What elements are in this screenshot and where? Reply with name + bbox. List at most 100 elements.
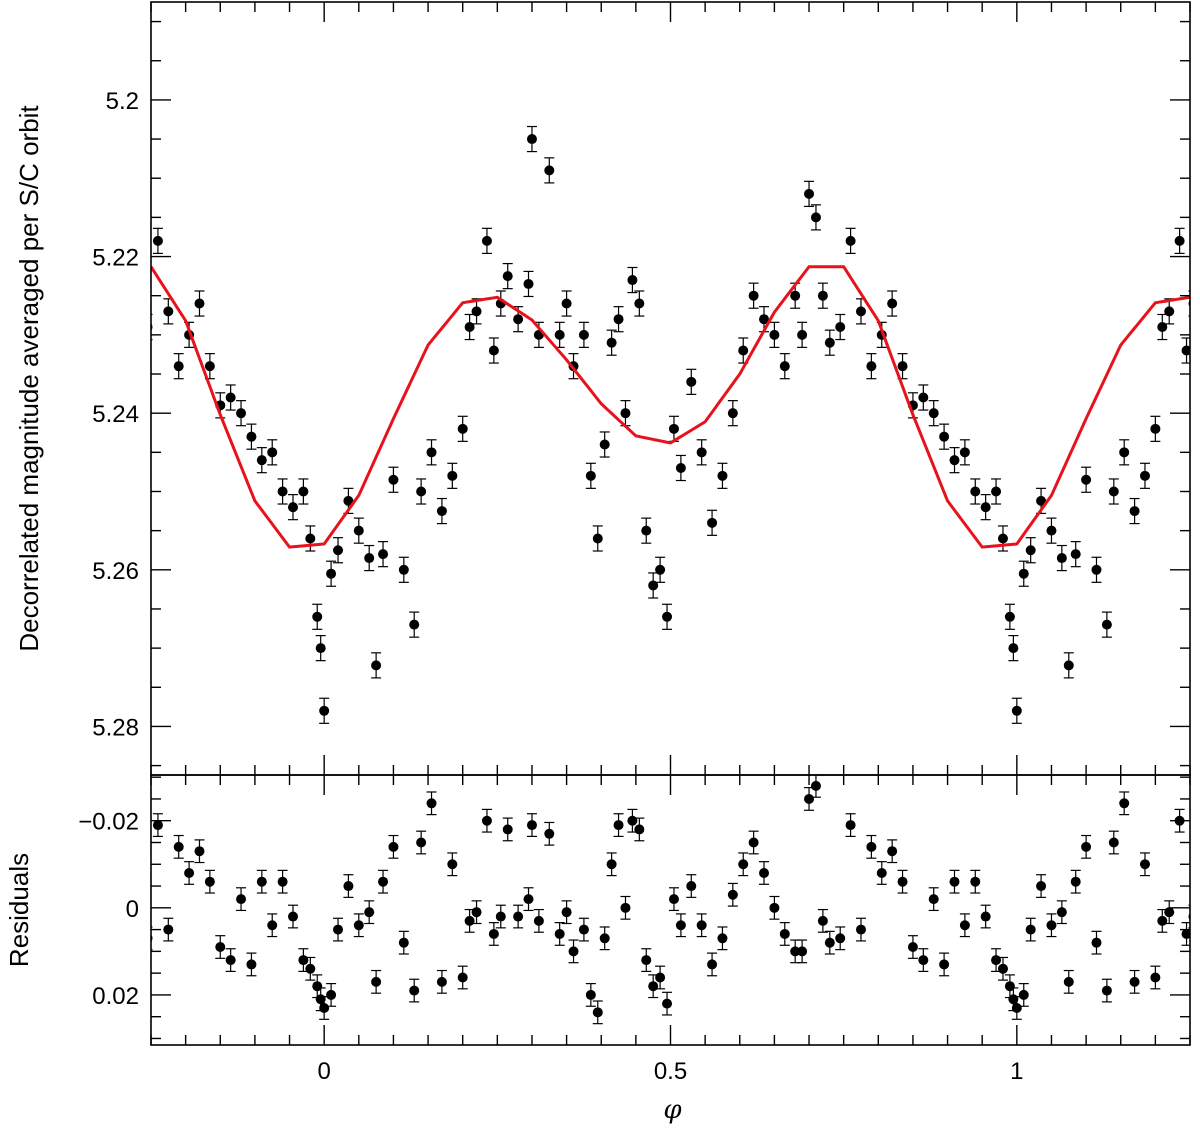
residual-marker	[627, 815, 638, 826]
top-data-marker	[918, 392, 929, 403]
residual-point	[267, 913, 278, 938]
top-data-point	[717, 462, 728, 489]
residual-point	[1129, 969, 1140, 994]
residual-marker	[1129, 976, 1140, 987]
residual-point	[748, 830, 759, 855]
top-data-point	[592, 525, 603, 552]
top-data-marker	[364, 553, 375, 564]
residual-point	[287, 904, 298, 929]
residual-marker	[991, 955, 1002, 966]
top-data-marker	[686, 376, 697, 387]
top-data-marker	[634, 298, 645, 309]
top-data-marker	[194, 298, 205, 309]
top-data-marker	[1081, 474, 1092, 485]
top-data-point	[1108, 478, 1119, 505]
residual-marker	[897, 876, 908, 887]
top-data-marker	[928, 408, 939, 419]
top-data-point	[1119, 439, 1130, 466]
top-data-point	[488, 337, 499, 364]
top-data-point	[554, 321, 565, 348]
top-data-marker	[554, 329, 565, 340]
top-ticks: 5.2 5.22 5.24 5.26 5.28	[92, 2, 1191, 775]
top-data-point	[578, 321, 589, 348]
top-data-point	[1157, 313, 1168, 341]
top-data-point	[835, 313, 846, 341]
residual-marker	[855, 924, 866, 935]
top-data-marker	[997, 533, 1008, 544]
residual-marker	[1081, 841, 1092, 852]
residual-marker	[236, 894, 247, 905]
residual-point	[779, 922, 790, 946]
residual-point	[502, 817, 513, 842]
residual-point	[236, 887, 247, 912]
residual-point	[817, 908, 828, 933]
residual-marker	[1063, 976, 1074, 987]
residual-marker	[194, 846, 205, 857]
top-data-marker	[513, 314, 524, 325]
top-data-marker	[204, 361, 215, 372]
top-y-axis-label: Decorrelated magnitude averaged per S/C …	[14, 105, 44, 652]
residual-marker	[364, 907, 375, 918]
residual-marker	[804, 793, 815, 804]
top-plot-frame	[150, 1, 1191, 776]
residual-marker	[738, 859, 749, 870]
residual-point	[526, 813, 537, 838]
residual-marker	[1008, 994, 1019, 1005]
top-data-point	[1056, 544, 1067, 572]
residual-marker	[824, 937, 835, 948]
top-panel: 5.2 5.22 5.24 5.26 5.28 Decorrelated magnitu…	[14, 1, 1191, 776]
residual-marker	[810, 780, 821, 791]
top-data-marker	[353, 525, 364, 536]
residual-point	[353, 913, 364, 938]
top-data-marker	[620, 408, 631, 419]
top-data-marker	[1046, 525, 1057, 536]
top-data-point	[194, 290, 205, 317]
residual-marker	[533, 915, 544, 926]
top-data-marker	[606, 337, 617, 348]
top-data-marker	[523, 278, 534, 289]
residual-marker	[204, 876, 215, 887]
top-data-marker	[845, 235, 856, 246]
top-data-point	[523, 270, 534, 298]
residual-point	[1046, 913, 1057, 938]
residual-marker	[184, 867, 195, 878]
residual-marker	[1018, 989, 1029, 1000]
residual-marker	[277, 876, 288, 887]
residual-marker	[471, 907, 482, 918]
top-data-marker	[1150, 423, 1161, 434]
top-data-marker	[312, 611, 323, 622]
residual-marker	[1046, 920, 1057, 931]
top-data-point	[641, 517, 652, 544]
fit-curve	[151, 265, 1190, 549]
top-data-point	[696, 439, 707, 466]
top-y-tick-label: 5.2	[106, 88, 139, 115]
residual-point	[592, 1000, 603, 1025]
residual-marker	[495, 911, 506, 922]
top-data-point	[426, 439, 437, 466]
top-data-point	[648, 572, 659, 599]
residual-marker	[797, 946, 808, 957]
bottom-y-tick-label: 0.02	[92, 983, 139, 1010]
residual-marker	[970, 876, 981, 887]
top-data-marker	[388, 474, 399, 485]
residual-marker	[526, 820, 537, 831]
top-data-point	[305, 525, 316, 552]
residual-point	[1108, 830, 1119, 855]
top-data-marker	[738, 345, 749, 356]
residual-point	[554, 922, 565, 946]
residual-marker	[634, 824, 645, 835]
top-data-marker	[648, 580, 659, 591]
residual-marker	[568, 946, 579, 957]
residual-point	[173, 834, 184, 859]
residual-marker	[447, 859, 458, 870]
residual-point	[620, 895, 631, 920]
top-data-marker	[696, 447, 707, 458]
residual-marker	[655, 972, 666, 983]
residual-point	[398, 930, 409, 955]
residual-point	[305, 956, 316, 981]
residual-point	[1081, 834, 1092, 859]
top-data-marker	[256, 455, 267, 466]
top-data-point	[561, 290, 572, 317]
top-data-marker	[319, 705, 330, 716]
top-data-marker	[526, 134, 537, 145]
